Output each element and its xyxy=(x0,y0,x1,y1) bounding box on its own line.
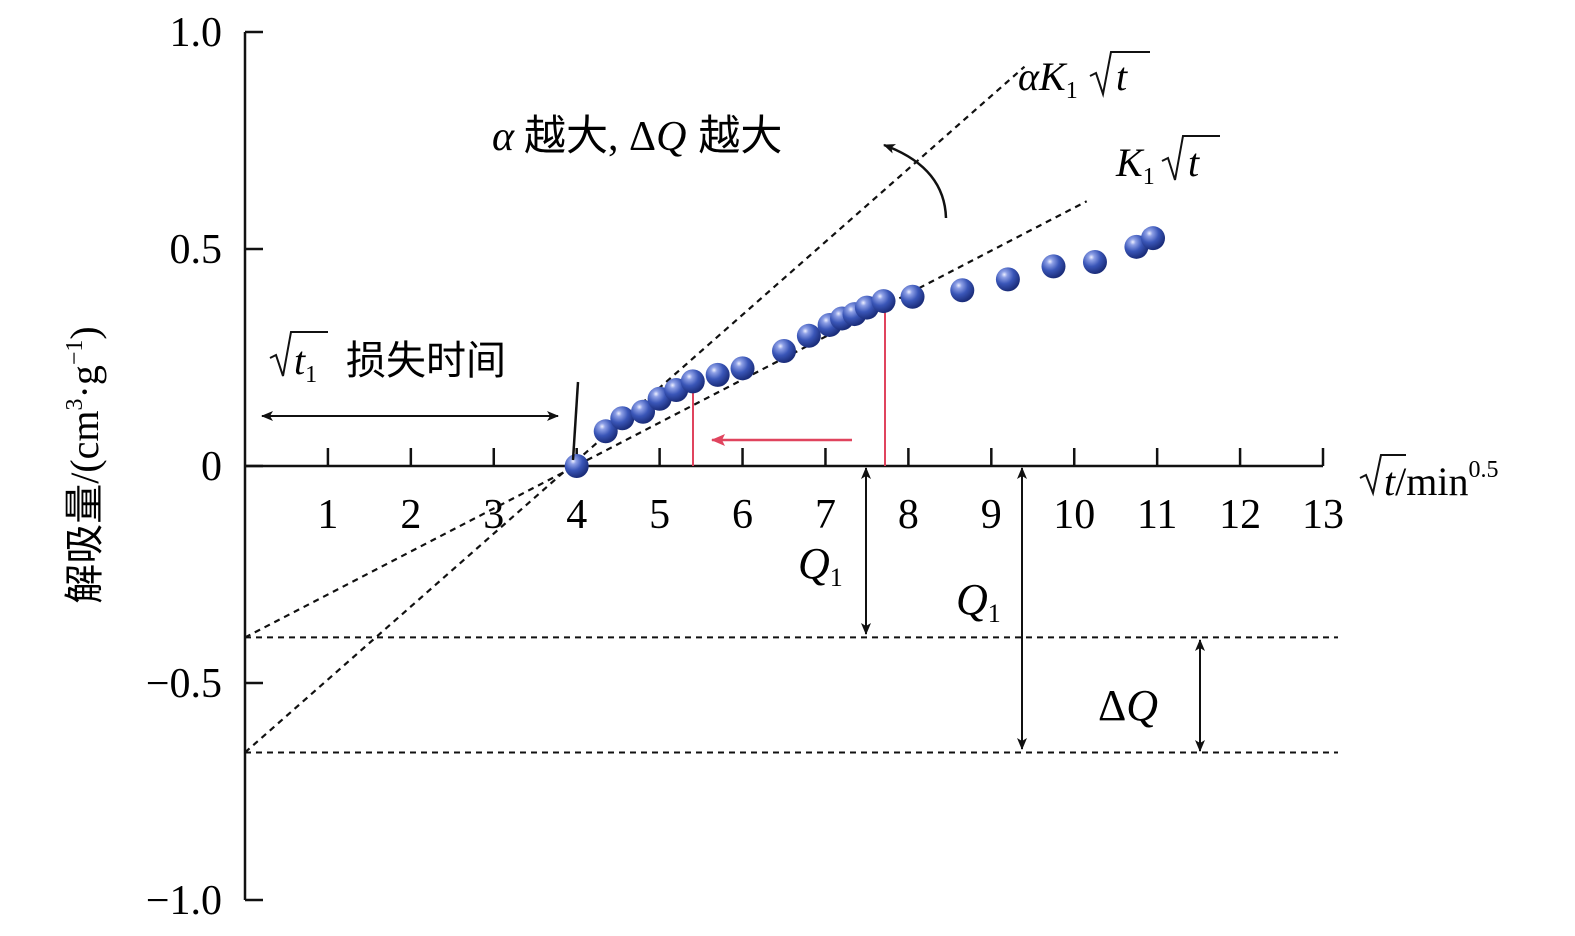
svg-text:Q1: Q1 xyxy=(956,575,1001,628)
annot-curved-arrow xyxy=(883,143,948,219)
x-tick-label: 10 xyxy=(1053,492,1095,538)
data-point xyxy=(796,323,821,348)
svg-text:t/min0.5: t/min0.5 xyxy=(1384,457,1498,504)
sqrt-symbol-line2 xyxy=(1089,51,1150,98)
sqrt-symbol-x xyxy=(1359,454,1406,497)
q1-b-sub: 1 xyxy=(988,599,1001,628)
data-point xyxy=(950,278,975,303)
dq-delta: Δ xyxy=(1098,681,1126,730)
data-points xyxy=(564,226,1166,478)
annot-q: Q xyxy=(656,114,686,160)
data-point xyxy=(610,406,635,431)
y-tick-label: −1.0 xyxy=(146,878,222,924)
x-tick-label: 6 xyxy=(732,492,753,538)
loss-label-text: 损失时间 xyxy=(346,338,506,383)
y-label-sup2: −1 xyxy=(62,340,88,366)
line2-k: K xyxy=(1038,54,1068,99)
x-label-exp: 0.5 xyxy=(1468,457,1498,483)
x-tick-label: 4 xyxy=(566,492,587,538)
data-point xyxy=(564,454,589,478)
x-tick-label: 12 xyxy=(1219,492,1261,538)
y-tick-label: −0.5 xyxy=(146,661,222,707)
q1-a-sub: 1 xyxy=(830,563,843,592)
y-label-sup1: 3 xyxy=(62,398,88,410)
loss-time-pointer xyxy=(571,381,580,461)
annot-alpha: α xyxy=(492,114,515,160)
data-point xyxy=(1141,226,1166,251)
y-tick-label: 0.5 xyxy=(170,227,223,273)
axes xyxy=(243,32,1323,900)
y-tick-label: 0 xyxy=(201,444,222,490)
x-axis-label: t/min0.5 xyxy=(1359,454,1498,504)
data-point xyxy=(871,289,896,314)
x-ticks: 1 2 3 4 5 6 7 8 9 10 11 12 13 xyxy=(317,448,1344,538)
q1-annotations: Q1 Q1 xyxy=(798,467,1027,750)
line1-k: K xyxy=(1115,140,1145,185)
line-label-k1: K1 t xyxy=(1115,135,1220,190)
fit-lines xyxy=(244,65,1088,754)
loss-label-sub: 1 xyxy=(305,362,317,388)
line1-sub: 1 xyxy=(1143,164,1155,190)
svg-text:Q1: Q1 xyxy=(798,539,843,592)
line1-t: t xyxy=(1188,140,1200,185)
loss-label-t: t xyxy=(294,338,306,383)
red-annotation xyxy=(692,300,886,466)
data-point xyxy=(631,399,656,424)
x-tick-label: 5 xyxy=(649,492,670,538)
y-label-end: ) xyxy=(62,326,107,339)
data-point xyxy=(680,369,705,394)
y-axis-label: 解吸量/(cm3·g−1) xyxy=(62,326,107,604)
q1-b-label: Q xyxy=(956,575,988,624)
sqrt-symbol-loss xyxy=(269,331,328,377)
x-tick-label: 3 xyxy=(483,492,504,538)
x-label-unit: /min xyxy=(1395,459,1468,504)
svg-text:ΔQ: ΔQ xyxy=(1098,681,1158,730)
line-label-alpha-k1: αK1 t xyxy=(1018,51,1150,104)
y-label-main: 解吸量/(cm xyxy=(62,410,107,603)
x-tick-label: 8 xyxy=(898,492,919,538)
x-tick-label: 7 xyxy=(815,492,836,538)
data-point xyxy=(1082,250,1107,275)
svg-text:解吸量/(cm3·g−1): 解吸量/(cm3·g−1) xyxy=(62,326,107,604)
data-point xyxy=(900,284,925,309)
data-point xyxy=(730,356,755,381)
line2-t: t xyxy=(1116,54,1128,99)
data-point xyxy=(772,338,796,363)
x-tick-label: 13 xyxy=(1302,492,1344,538)
data-point xyxy=(705,362,730,387)
q1-a-label: Q xyxy=(798,539,830,588)
y-tick-label: 1.0 xyxy=(170,10,223,56)
sqrt-symbol-line1 xyxy=(1161,135,1220,181)
svg-text:K1t: K1 t xyxy=(1115,140,1200,190)
annot-end: 越大 xyxy=(698,114,782,160)
reference-levels xyxy=(245,636,1338,754)
x-tick-label: 11 xyxy=(1137,492,1177,538)
data-point xyxy=(1041,254,1066,279)
y-ticks: 1.0 0.5 0 −0.5 −1.0 xyxy=(146,10,263,924)
x-tick-label: 2 xyxy=(400,492,421,538)
x-label-t: t xyxy=(1384,459,1396,504)
x-tick-label: 9 xyxy=(981,492,1002,538)
line2-sub: 1 xyxy=(1066,78,1078,104)
line2-alpha: α xyxy=(1018,54,1040,99)
fit-line xyxy=(244,200,1088,639)
alpha-annotation: α 越大, ΔQ 越大 xyxy=(492,114,948,219)
y-label-mid: ·g xyxy=(62,365,107,398)
loss-time-annotation: t1 损失时间 xyxy=(261,331,580,461)
annot-mid: 越大, Δ xyxy=(524,114,656,160)
data-point xyxy=(995,267,1020,292)
data-point xyxy=(593,419,618,444)
x-tick-label: 1 xyxy=(317,492,338,538)
delta-q-annotation: ΔQ xyxy=(1098,639,1205,752)
dq-q: Q xyxy=(1126,681,1158,730)
